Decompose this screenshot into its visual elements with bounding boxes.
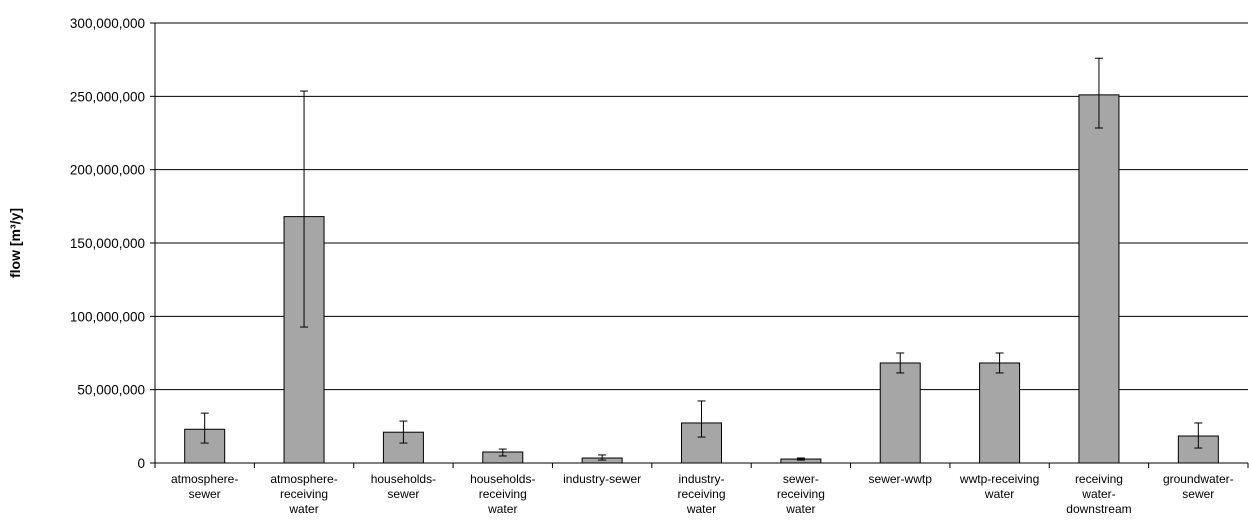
bar [979, 362, 1021, 464]
x-tick-label-line: industry- [678, 472, 724, 486]
x-tick-label: industry-sewer [563, 472, 641, 486]
x-tick-label: atmosphere-receiving water [270, 472, 337, 516]
error-bar [200, 412, 209, 444]
x-tick-label-line: water [984, 487, 1014, 501]
x-tick-label-line: sewer [387, 487, 419, 501]
y-tick-label: 0 [137, 456, 145, 471]
error-bar [1094, 57, 1103, 129]
x-tick-label-line: water [487, 502, 517, 516]
x-tick-label: industry-receiving water [677, 472, 725, 516]
x-tick-label-line: receiving [479, 487, 527, 501]
x-tick-label: atmosphere-sewer [171, 472, 238, 501]
y-tick-label: 100,000,000 [70, 309, 145, 324]
bar [1078, 94, 1120, 464]
x-tick-label-line: water [785, 502, 815, 516]
x-tick-label: wwtp-receiving water [959, 472, 1039, 501]
bar [879, 362, 921, 464]
x-tick-label-line: sewer- [783, 472, 819, 486]
x-tick-label-line: households- [470, 472, 535, 486]
x-tick-label-line: receiving [280, 487, 328, 501]
x-tick-label-line: water- [1081, 487, 1115, 501]
x-tick-label-line: sewer-wwtp [869, 472, 933, 486]
y-tick-label: 250,000,000 [70, 89, 145, 104]
x-tick-label: groundwater-sewer [1163, 472, 1234, 501]
error-bar [697, 400, 706, 438]
y-tick-label: 50,000,000 [77, 383, 145, 398]
x-tick-label: households-receiving water [470, 472, 535, 516]
x-tick-label-line: sewer [1182, 487, 1214, 501]
error-bar [598, 454, 607, 461]
error-bar [995, 352, 1004, 374]
x-tick-label-line: receiving [677, 487, 725, 501]
x-tick-label: sewer-wwtp [869, 472, 933, 486]
y-axis-label: flow [m³/y] [7, 208, 23, 278]
x-tick-label: receiving water-downstream [1066, 472, 1131, 516]
x-tick-label-line: industry-sewer [563, 472, 641, 486]
x-tick-label-line: atmosphere- [270, 472, 337, 486]
x-tick-label-line: atmosphere- [171, 472, 238, 486]
error-bar [498, 448, 507, 457]
y-tick-label: 200,000,000 [70, 163, 145, 178]
x-tick-label-line: groundwater- [1163, 472, 1234, 486]
error-bar [399, 420, 408, 444]
x-tick-label-line: downstream [1066, 502, 1131, 516]
error-bar [796, 457, 805, 461]
error-bar [896, 352, 905, 374]
x-tick-label-line: receiving [777, 487, 825, 501]
x-tick-label-line: households- [371, 472, 436, 486]
y-tick-label: 150,000,000 [70, 236, 145, 251]
x-tick-label-line: sewer [189, 487, 221, 501]
x-tick-label: sewer-receiving water [777, 472, 825, 516]
x-tick-label: households-sewer [371, 472, 436, 501]
x-tick-label-line: water [288, 502, 318, 516]
error-bar [300, 90, 309, 328]
x-tick-label-line: water [686, 502, 716, 516]
x-tick-label-line: wwtp-receiving [959, 472, 1039, 486]
x-tick-label-line: receiving [1075, 472, 1123, 486]
y-tick-label: 300,000,000 [70, 16, 145, 31]
error-bar [1194, 422, 1203, 449]
